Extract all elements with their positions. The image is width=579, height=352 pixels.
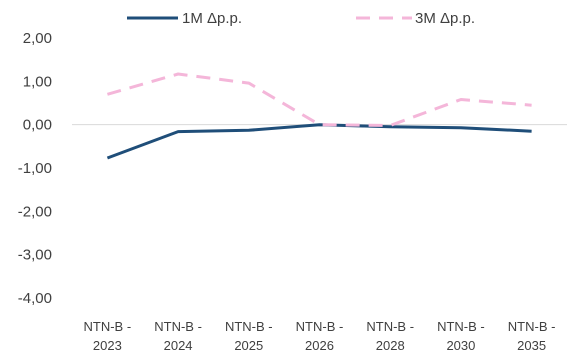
- x-tick-label: NTN-B -2024: [154, 319, 202, 352]
- legend-label-2: 3M Δp.p.: [415, 10, 475, 27]
- x-axis: NTN-B -2023 NTN-B -2024 NTN-B -2025 NTN-B -…: [84, 319, 556, 352]
- legend-label-1: 1M Δp.p.: [182, 10, 242, 27]
- x-tick-label: NTN-B -2023: [84, 319, 132, 352]
- x-tick-label: NTN-B -2026: [296, 319, 344, 352]
- legend: 1M Δp.p. 3M Δp.p.: [127, 10, 475, 27]
- y-tick-label: 2,00: [23, 30, 52, 47]
- series-line-1: [106, 123, 532, 160]
- x-tick-label: NTN-B -2030: [437, 319, 485, 352]
- y-tick-label: -3,00: [18, 247, 52, 264]
- series-line-2: [106, 72, 532, 127]
- y-tick-label: 0,00: [23, 117, 52, 134]
- y-tick-label: -4,00: [18, 290, 52, 307]
- y-axis: 2,00 1,00 0,00 -1,00 -2,00 -3,00 -4,00: [18, 30, 52, 307]
- x-tick-label: NTN-B -2028: [366, 319, 414, 352]
- x-tick-label: NTN-B -2025: [225, 319, 273, 352]
- series-layer: [106, 72, 532, 160]
- y-tick-label: -1,00: [18, 160, 52, 177]
- y-tick-label: -2,00: [18, 203, 52, 220]
- y-tick-label: 1,00: [23, 73, 52, 90]
- x-tick-label: NTN-B -2035: [508, 319, 556, 352]
